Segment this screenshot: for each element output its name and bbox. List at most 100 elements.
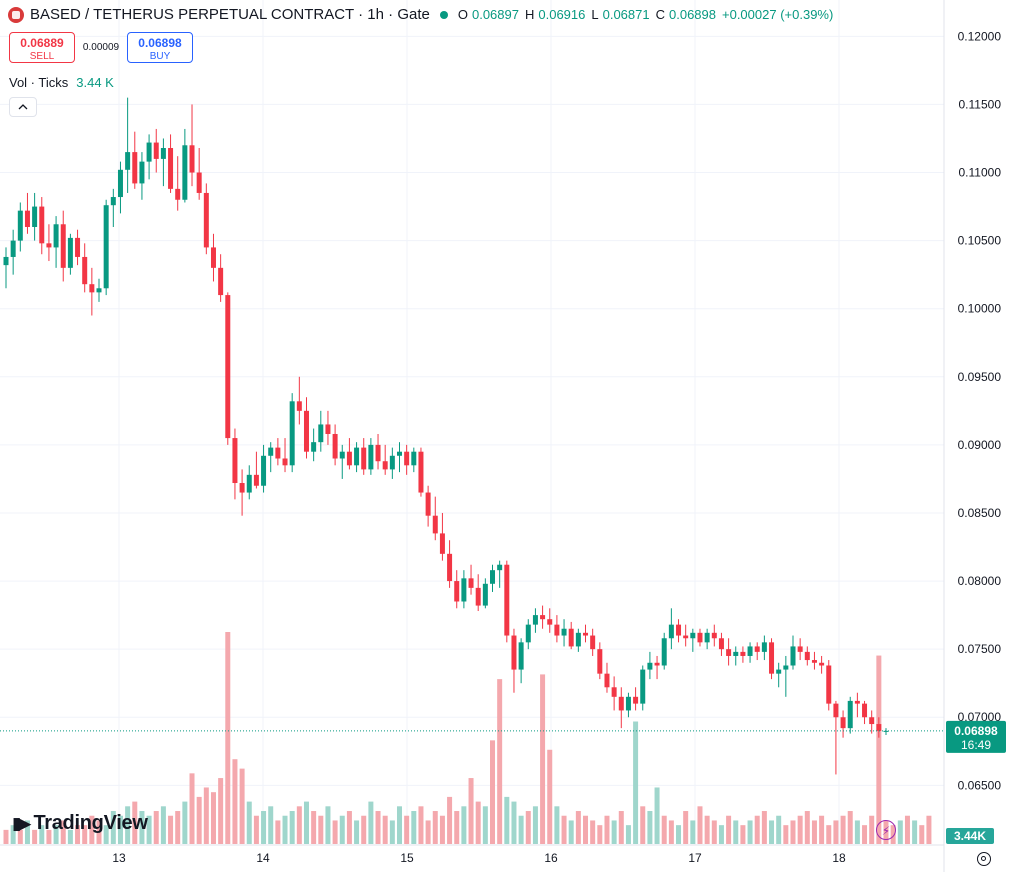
volume-bar — [876, 655, 882, 844]
volume-bar — [904, 815, 910, 844]
volume-bar — [153, 811, 159, 844]
volume-bar — [82, 825, 88, 844]
time-tick-label: 13 — [112, 851, 126, 865]
symbol-title[interactable]: BASED / TETHERUS PERPETUAL CONTRACT · 1h… — [30, 6, 430, 23]
volume-bar — [625, 825, 631, 844]
candle-body — [568, 628, 574, 647]
volume-bar — [618, 811, 624, 844]
volume-bar — [160, 806, 166, 844]
candle-body — [561, 628, 567, 636]
candle-body — [67, 237, 73, 268]
candle-body — [475, 587, 481, 606]
buy-button[interactable]: 0.06898 BUY — [127, 32, 193, 63]
volume-bar — [325, 806, 331, 844]
volume-bar — [418, 806, 424, 844]
candle-body — [282, 458, 288, 466]
collapse-button[interactable] — [9, 97, 37, 117]
candle-body — [210, 247, 216, 268]
volume-bar — [389, 820, 395, 844]
candle-body — [132, 152, 138, 184]
volume-bar — [747, 820, 753, 844]
gear-icon[interactable] — [977, 852, 991, 866]
volume-bar — [168, 815, 174, 844]
volume-bar — [346, 811, 352, 844]
volume-bar — [676, 825, 682, 844]
volume-bar — [110, 811, 116, 844]
ohlc-close: 0.06898 — [669, 7, 716, 22]
volume-legend[interactable]: Vol · Ticks 3.44 K — [9, 75, 114, 90]
volume-bar — [769, 820, 775, 844]
volume-bar — [396, 806, 402, 844]
candle-body — [790, 646, 796, 666]
volume-bar — [475, 801, 481, 844]
volume-bar — [296, 806, 302, 844]
candle-body — [160, 148, 166, 159]
volume-bar — [425, 820, 431, 844]
ohlc-high: 0.06916 — [538, 7, 586, 22]
candle-body — [490, 570, 496, 584]
time-tick-label: 17 — [688, 851, 702, 865]
candle-body — [647, 662, 653, 670]
candle-body — [854, 700, 860, 704]
volume-value-label: 3.44K — [954, 829, 986, 843]
volume-bar — [640, 806, 646, 844]
candle-body — [82, 256, 88, 285]
chevron-up-icon — [18, 104, 28, 110]
price-tick-label: 0.08500 — [958, 506, 1002, 520]
volume-bar — [482, 806, 488, 844]
symbol-logo-icon[interactable] — [8, 6, 24, 23]
volume-bar — [96, 820, 102, 844]
spread-value: 0.00009 — [82, 42, 120, 53]
candle-body — [683, 635, 689, 639]
candle-body — [139, 161, 145, 184]
candle-body — [840, 717, 846, 729]
volume-bar — [203, 787, 209, 844]
candle-body — [633, 696, 639, 704]
candle-body — [733, 651, 739, 656]
candle-body — [847, 700, 853, 729]
volume-bar — [303, 801, 309, 844]
volume-bar — [411, 811, 417, 844]
volume-bar — [239, 768, 245, 844]
price-axis: 0.06500 0.07000 0.07500 0.08000 0.08500 0.090… — [958, 29, 1002, 792]
candle-body — [668, 624, 674, 639]
volume-bar — [511, 801, 517, 844]
ohlc-change: +0.00027 (+0.39%) — [722, 7, 834, 22]
candle-body — [196, 172, 202, 193]
candle-body — [182, 145, 188, 200]
volume-bar — [246, 801, 252, 844]
candle-body — [447, 553, 453, 582]
volume-bar — [840, 815, 846, 844]
candle-body — [375, 444, 381, 462]
candle-body — [869, 717, 875, 725]
candle-body — [525, 624, 531, 643]
volume-legend-value: 3.44 K — [76, 75, 114, 90]
candle-body — [117, 169, 123, 198]
candle-body — [303, 410, 309, 452]
candle-body — [296, 401, 302, 411]
candle-body — [747, 646, 753, 656]
candle-body — [726, 649, 732, 656]
volume-bar — [311, 811, 317, 844]
price-tick-label: 0.10000 — [958, 302, 1002, 316]
volume-bar — [132, 801, 138, 844]
candle-body — [246, 474, 252, 493]
sell-button[interactable]: 0.06889 SELL — [9, 32, 75, 63]
candle-body — [439, 533, 445, 554]
tradingview-logo[interactable]: ▮▶ TradingView — [12, 812, 148, 835]
lightning-icon[interactable]: ⚡ — [876, 820, 896, 840]
candle-body — [53, 224, 59, 248]
candle-body — [754, 646, 760, 652]
volume-bar — [583, 815, 589, 844]
price-tick-label: 0.07000 — [958, 710, 1002, 724]
candle-body — [611, 687, 617, 697]
candle-body — [425, 492, 431, 516]
candle-body — [504, 564, 510, 636]
volume-bar — [24, 820, 30, 844]
volume-bar — [683, 811, 689, 844]
volume-bar — [447, 796, 453, 844]
candle-body — [125, 152, 131, 170]
volume-bar — [869, 815, 875, 844]
chart-grid — [0, 0, 945, 872]
